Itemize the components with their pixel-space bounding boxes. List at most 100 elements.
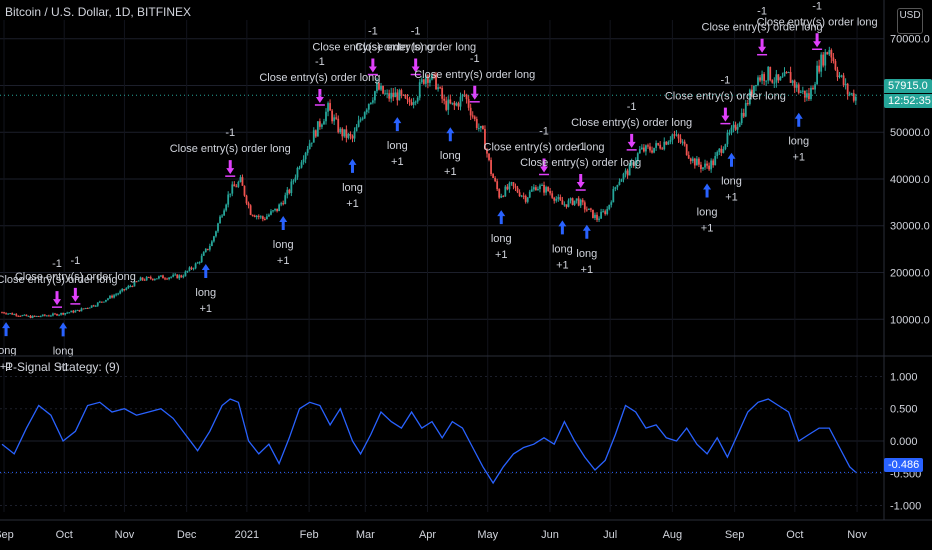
- candle-body: [298, 167, 301, 169]
- candle-body: [153, 278, 156, 280]
- candle-body: [545, 187, 547, 193]
- candle-body: [408, 99, 411, 103]
- candle-body: [524, 195, 527, 202]
- candle-body: [622, 173, 625, 180]
- candle-body: [345, 129, 348, 138]
- candle-body: [822, 54, 825, 66]
- signal-tick-label: -1.000: [890, 501, 921, 513]
- candle-body: [600, 211, 602, 219]
- candle-body: [657, 143, 660, 145]
- candle-body: [333, 117, 336, 122]
- candle-body: [620, 179, 623, 182]
- candle-body: [698, 158, 700, 165]
- candle-body: [164, 278, 166, 280]
- candle-body: [58, 314, 60, 316]
- y-tick-label: 70000.0: [890, 34, 930, 46]
- candle-body: [388, 93, 391, 99]
- candle-body: [312, 130, 315, 143]
- candle-body: [757, 77, 759, 86]
- candle-body: [826, 52, 829, 55]
- candle-body: [96, 302, 99, 306]
- candle-body: [168, 277, 170, 280]
- candle-body: [781, 76, 784, 78]
- candle-body: [284, 195, 287, 205]
- candle-body: [227, 194, 230, 205]
- candle-body: [253, 215, 256, 217]
- candle-body: [215, 231, 217, 237]
- candle-body: [194, 263, 197, 269]
- candle-body: [155, 278, 158, 280]
- candle-body: [186, 270, 189, 272]
- close-label: Close entry(s) order long: [0, 274, 118, 286]
- candle-body: [443, 98, 446, 101]
- candle-body: [374, 91, 376, 101]
- candle-body: [494, 177, 497, 182]
- y-tick-label: 40000.0: [890, 174, 930, 186]
- candle-body: [814, 84, 816, 90]
- candle-body: [435, 74, 437, 90]
- candle-body: [844, 83, 847, 85]
- candle-body: [850, 93, 853, 95]
- candle-body: [7, 313, 10, 315]
- long-qty-label: +1: [495, 249, 508, 261]
- close-label: Close entry(s) order long: [665, 91, 786, 103]
- candle-body: [424, 75, 427, 84]
- long-arrow-icon: [727, 152, 736, 167]
- candle-body: [323, 121, 325, 125]
- candle-body: [270, 211, 272, 215]
- candle-body: [115, 294, 118, 296]
- candle-body: [720, 148, 723, 153]
- candle-body: [479, 125, 482, 128]
- candle-body: [143, 279, 146, 281]
- candle-body: [465, 94, 468, 100]
- close-label: Close entry(s) order long: [414, 69, 535, 81]
- candle-body: [180, 275, 183, 278]
- close-arrow-icon: [758, 38, 767, 53]
- candle-body: [522, 195, 525, 197]
- close-label: Close entry(s) order long: [484, 142, 605, 154]
- candle-body: [803, 90, 806, 98]
- candle-body: [119, 291, 122, 294]
- close-label: Close entry(s) order long: [757, 16, 878, 28]
- candle-body: [553, 197, 556, 201]
- candle-body: [111, 295, 113, 298]
- candle-body: [13, 314, 16, 316]
- long-arrow-icon: [558, 220, 567, 235]
- candle-body: [767, 66, 770, 81]
- candle-body: [382, 85, 384, 94]
- candle-body: [105, 299, 107, 302]
- candle-body: [473, 116, 476, 120]
- candle-body: [359, 119, 362, 121]
- candle-body: [217, 223, 219, 232]
- candle-body: [174, 274, 177, 276]
- candle-body: [693, 158, 696, 166]
- candle-body: [577, 198, 580, 206]
- candle-body: [37, 315, 40, 317]
- candle-body: [502, 195, 505, 197]
- candle-body: [846, 83, 849, 95]
- candle-body: [441, 87, 444, 99]
- close-label: Close entry(s) order long: [355, 42, 476, 54]
- candle-body: [812, 87, 814, 90]
- candle-body: [21, 315, 24, 317]
- candle-body: [469, 107, 472, 116]
- candle-body: [451, 102, 454, 104]
- candle-body: [439, 87, 442, 89]
- candle-body: [799, 91, 802, 93]
- x-tick-label: Dec: [177, 529, 197, 541]
- candle-body: [834, 61, 837, 70]
- candle-body: [537, 188, 539, 191]
- candle-body: [433, 74, 435, 76]
- candle-body: [722, 149, 725, 153]
- currency-button[interactable]: USD: [897, 8, 923, 34]
- candle-body: [777, 74, 780, 81]
- candle-body: [634, 160, 637, 166]
- candle-body: [628, 164, 631, 176]
- long-qty-label: +1: [444, 166, 457, 178]
- candle-body: [500, 195, 503, 198]
- close-qty-label: -1: [315, 56, 325, 68]
- candle-body: [190, 267, 193, 269]
- candle-body: [339, 128, 342, 133]
- close-arrow-icon: [813, 33, 822, 48]
